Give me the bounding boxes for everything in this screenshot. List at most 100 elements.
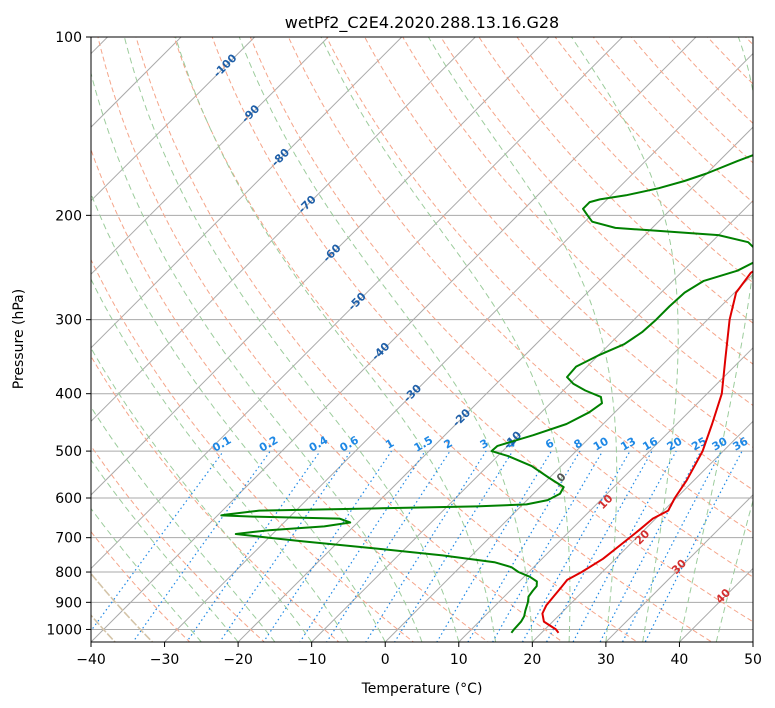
dry-adiabat-30	[135, 37, 639, 642]
dry-adiabat-90	[364, 37, 753, 449]
isotherm-minus-30	[163, 52, 753, 642]
y-tick-label: 900	[55, 595, 82, 611]
dry-adiabat-20	[97, 37, 564, 642]
dry-adiabat-110	[440, 37, 753, 365]
dry-adiabat-50	[211, 37, 753, 623]
mixing-ratio-label: 2	[442, 437, 455, 452]
mixing-ratio-8	[467, 450, 581, 642]
isotherm-0	[384, 273, 753, 642]
isotherm-50	[752, 641, 753, 642]
moist-adiabat-label: 30	[669, 557, 689, 577]
y-tick-label: 600	[55, 491, 82, 507]
isotherm-minus-100	[91, 37, 256, 202]
y-tick-label: 400	[55, 387, 82, 403]
chart-title: wetPf2_C2E4.2020.288.13.16.G28	[285, 13, 559, 33]
moist-adiabat-5	[91, 71, 423, 642]
x-axis-label: Temperature (°C)	[361, 681, 483, 697]
dry-adiabat-10	[91, 148, 489, 642]
isotherm-minus-20	[237, 126, 753, 642]
y-tick-label: 700	[55, 531, 82, 547]
isotherm-10	[458, 347, 753, 642]
x-tick-label: −30	[150, 652, 180, 668]
dry-adiabat-140	[554, 37, 753, 244]
line-labels: 0.1 0.2 0.4 0.6 1 1.5 2 3 4 6 8 10 13 16 20 25 30 36-100-…	[210, 51, 750, 606]
moist-adiabat-minus-20	[91, 459, 239, 642]
x-tick-label: −10	[297, 652, 327, 668]
x-tick-label: 0	[381, 652, 390, 668]
isotherm-minus-40	[91, 37, 697, 642]
x-tick-label: 30	[597, 652, 615, 668]
moist-adiabat-25	[320, 37, 571, 642]
moist-adiabat-label: 40	[713, 586, 733, 606]
moist-adiabat-label: 20	[632, 527, 652, 547]
x-tick-label: 40	[671, 652, 689, 668]
moist-adiabat-label: 10	[596, 492, 616, 512]
dry-adiabat-60	[249, 37, 753, 578]
mixing-ratio-2	[326, 450, 451, 642]
y-tick-label: 800	[55, 565, 82, 581]
dry-adiabat-190	[744, 37, 753, 46]
series-layer	[220, 154, 753, 634]
isotherm-minus-60	[91, 37, 550, 496]
moist-adiabat-15	[174, 37, 497, 642]
moist-adiabat-minus-10	[91, 347, 313, 642]
axis-ticks: −40 −30 −20 −10 0 10 20 30 40 50 100 200 300 400 500 60…	[46, 30, 762, 668]
mixing-ratio-4	[393, 450, 514, 642]
mixing-ratio-0-6	[219, 450, 352, 642]
isotherm-minus-70	[91, 37, 477, 423]
dry-adiabat-40	[173, 37, 713, 642]
isotherm-40	[678, 567, 753, 642]
moist-adiabat-30	[427, 37, 618, 642]
isotherm-minus-80	[91, 37, 403, 349]
mixing-ratio-13	[521, 450, 631, 642]
moist-adiabat-40	[678, 37, 753, 642]
dry-adiabat-200	[771, 24, 775, 654]
mixing-ratio-10	[491, 450, 604, 642]
y-tick-label: 100	[55, 30, 82, 46]
y-tick-label: 200	[55, 208, 82, 224]
moist-adiabat-10	[123, 37, 460, 642]
y-tick-label: 300	[55, 313, 82, 329]
moist-adiabat-35	[570, 37, 679, 642]
dry-adiabat-80	[325, 37, 753, 491]
x-tick-label: 10	[450, 652, 468, 668]
moist-adiabat-45	[715, 498, 753, 642]
mixing-ratio-30	[621, 450, 722, 642]
grid-layer	[91, 24, 775, 654]
dry-adiabat-minus-10	[91, 355, 340, 642]
dry-adiabat-130	[516, 37, 753, 284]
y-axis-label: Pressure (hPa)	[11, 289, 27, 389]
plot-frame	[90, 36, 754, 643]
moist-adiabat-minus-25	[91, 507, 202, 642]
mixing-ratio-0-4	[185, 450, 321, 642]
x-tick-label: −20	[223, 652, 253, 668]
isotherm-minus-110	[91, 37, 182, 128]
mixing-ratio-6	[436, 450, 553, 642]
dewpoint-profile	[220, 154, 753, 634]
moist-adiabat-0	[91, 192, 386, 642]
x-tick-label: 50	[744, 652, 762, 668]
isotherm-minus-50	[91, 37, 624, 570]
isotherm-minus-10	[310, 199, 753, 642]
isotherm-minus-90	[91, 37, 329, 275]
mixing-ratio-label: 6	[543, 436, 556, 451]
dry-adiabat-170	[668, 37, 753, 125]
mixing-ratio-1	[262, 450, 392, 642]
dry-adiabat-minus-20	[91, 445, 265, 642]
mixing-ratio-16	[545, 450, 653, 642]
mixing-ratio-0-2	[132, 450, 271, 642]
dry-adiabat-70	[287, 37, 753, 534]
moist-adiabat-minus-15	[91, 406, 276, 642]
mixing-ratio-36	[644, 450, 743, 642]
isotherm-30	[605, 494, 753, 642]
x-tick-label: 20	[523, 652, 541, 668]
isotherm-20	[531, 420, 753, 642]
temperature-profile	[541, 270, 753, 634]
dry-adiabat-minus-30	[91, 530, 191, 642]
y-tick-label: 500	[55, 444, 82, 460]
x-tick-label: −40	[76, 652, 106, 668]
mixing-ratio-0-1	[91, 450, 224, 632]
dry-adiabat-160	[630, 37, 753, 164]
dry-adiabat-120	[478, 37, 753, 324]
